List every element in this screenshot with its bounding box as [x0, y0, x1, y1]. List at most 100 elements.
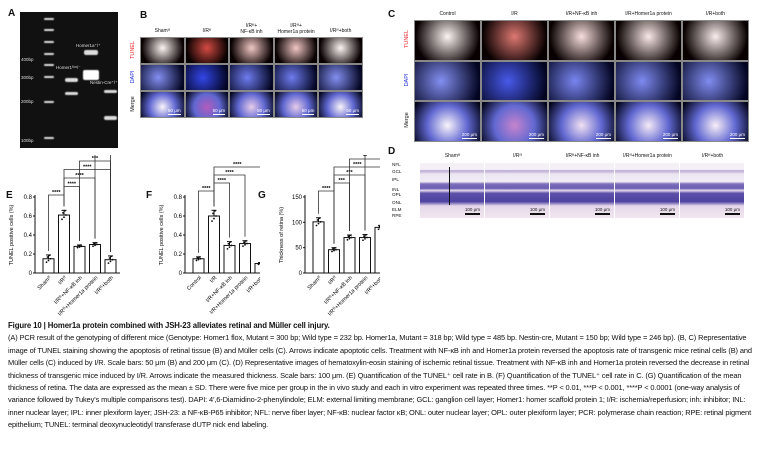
data-point [317, 222, 320, 225]
significance-label: **** [322, 186, 331, 192]
data-point [243, 241, 245, 244]
band-label: Homer1a⁺/⁺ [76, 43, 101, 48]
micrograph-tunel [615, 20, 682, 61]
data-point [349, 234, 352, 237]
micrograph-dapi [615, 60, 682, 101]
column-header: I/Rᶠᶠ+ Homer1a protein [277, 23, 315, 35]
data-point [93, 242, 95, 245]
micrograph-merge: 50 μm [273, 91, 319, 118]
y-tick-label: 0.2 [24, 252, 33, 258]
pcr-gel-image: 400bp 300bp 200bp 100bp Homer1a⁺/⁺ Homer… [20, 12, 118, 148]
data-point [198, 256, 201, 258]
data-point [378, 225, 380, 228]
data-point [366, 236, 368, 239]
micrograph-merge: 200 μm [548, 101, 615, 142]
micrograph-merge: 200 μm [414, 101, 481, 142]
bar [58, 214, 70, 274]
layer-label: OPL [392, 192, 402, 197]
data-point [319, 220, 322, 223]
data-point [226, 247, 229, 250]
data-point [96, 243, 98, 246]
column-header: I/Rᶠᶠ+Homer1a protein [623, 153, 672, 159]
column-header: I/R [511, 11, 518, 17]
significance-label: **** [353, 162, 362, 168]
row-label-dapi: DAPI [130, 70, 136, 83]
scale-bar: 200 μm [729, 131, 745, 137]
data-point [332, 247, 334, 250]
data-point [111, 258, 114, 261]
column-header: I/R+both [705, 11, 726, 17]
data-point [364, 238, 366, 240]
bar [89, 244, 101, 274]
micrograph-merge: 50 μm [140, 91, 185, 118]
y-tick-label: 0.4 [24, 233, 33, 239]
row-label-tunel: TUNEL [130, 40, 136, 59]
micrograph-tunel [548, 20, 615, 61]
micrograph-merge: 200 μm [682, 101, 749, 142]
y-tick-label: 150 [292, 195, 303, 201]
data-point [77, 244, 80, 247]
x-tick-label: I/Rᶠᶠ [57, 274, 69, 286]
data-point [227, 242, 230, 245]
data-point [335, 248, 337, 251]
layer-label: NFL [392, 162, 401, 167]
x-tick-label: Control [186, 275, 203, 292]
he-micrograph: 100 μm [550, 163, 615, 218]
y-tick-label: 0.8 [174, 195, 183, 201]
significance-bracket [333, 166, 380, 244]
significance-label: *** [339, 178, 346, 184]
column-header: I/R+Homer1a protein [625, 11, 672, 17]
micrograph-dapi [229, 64, 274, 91]
bar [208, 215, 220, 274]
panel-label-f: F [146, 190, 153, 201]
he-micrograph: 100 μm [680, 163, 745, 218]
data-point [258, 262, 260, 264]
significance-label: **** [83, 165, 92, 171]
y-tick-label: 0.2 [174, 252, 183, 258]
data-point [92, 245, 94, 248]
column-header: Shamᶠᶠ [444, 153, 461, 159]
column-header: I/Rᶠᶠ [513, 153, 522, 159]
data-point [94, 244, 96, 247]
he-micrograph: 100 μm [615, 163, 680, 218]
figure-caption: Figure 10 | Homer1a protein combined wit… [8, 320, 756, 432]
column-header: I/Rᶠᶠ+both [701, 153, 724, 159]
data-point [363, 235, 365, 238]
data-point [318, 217, 321, 220]
panel-label-c: C [388, 9, 396, 20]
bar [374, 226, 380, 274]
micrograph-dapi [273, 64, 319, 91]
data-point [197, 258, 200, 261]
column-header: I/Rᶠᶠ+both [330, 28, 352, 34]
layer-label: IPL [392, 177, 399, 182]
column-header: I/Rᶠᶠ+NF-κB inh [565, 153, 600, 159]
y-tick-label: 100 [292, 220, 303, 226]
micrograph-tunel [481, 20, 548, 61]
data-point [362, 239, 364, 242]
x-tick-label: Shamᶠᶠ [36, 274, 53, 291]
ladder-label: 400bp [21, 57, 34, 62]
data-point [246, 242, 248, 245]
data-point [212, 212, 214, 215]
data-point [65, 214, 67, 216]
data-point [47, 259, 50, 262]
micrograph-tunel [414, 20, 481, 61]
y-axis-label: Thickness of retina (%) [279, 207, 285, 263]
he-micrograph: 100 μm [420, 163, 485, 218]
bar [239, 243, 251, 274]
data-point [350, 236, 353, 239]
layer-label: INL [392, 187, 400, 192]
y-tick-label: 0 [29, 271, 33, 277]
y-tick-label: 0.6 [174, 214, 183, 220]
data-point [78, 246, 81, 248]
data-point [315, 224, 318, 227]
data-point [333, 249, 335, 252]
row-label-tunel: TUNEL [404, 30, 410, 49]
bar [192, 258, 205, 274]
significance-label: *** [92, 156, 99, 162]
significance-bracket [213, 166, 260, 207]
data-point [199, 257, 202, 260]
micrograph-merge: 50 μm [318, 91, 363, 118]
data-point [215, 215, 217, 217]
data-point [230, 244, 233, 247]
